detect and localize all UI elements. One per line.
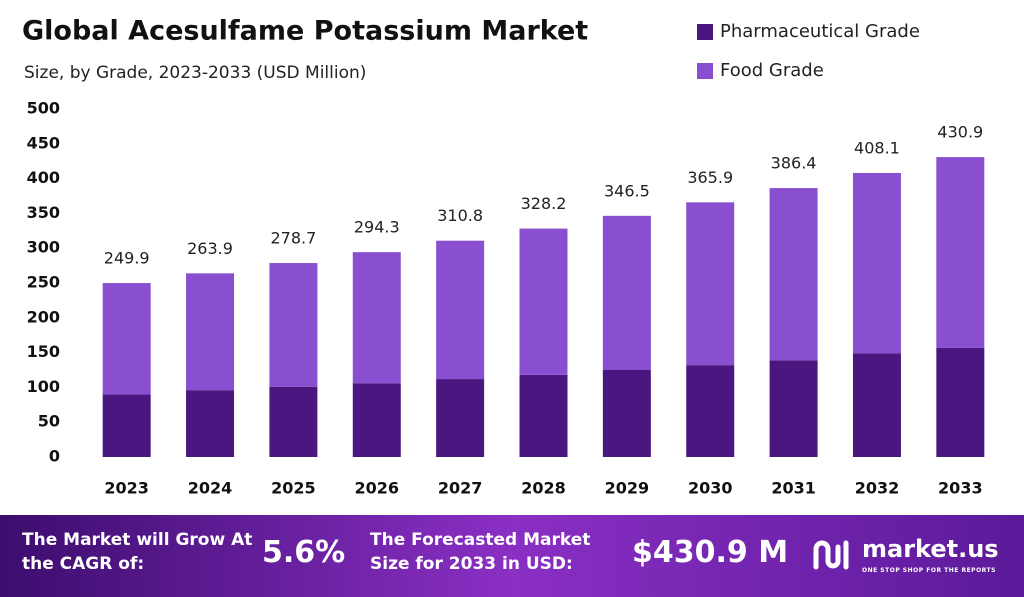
bar — [602, 370, 651, 457]
x-tick-label: 2026 — [355, 479, 400, 498]
bar — [602, 215, 651, 370]
y-tick-label: 250 — [27, 273, 60, 292]
y-tick-label: 200 — [27, 307, 60, 326]
logo — [813, 540, 849, 570]
total-label: 386.4 — [771, 154, 817, 173]
chart-subtitle: Size, by Grade, 2023-2033 (USD Million) — [24, 63, 366, 83]
x-tick-label: 2023 — [104, 479, 149, 498]
x-tick-label: 2025 — [271, 479, 316, 498]
bar — [436, 240, 485, 380]
bar — [519, 228, 568, 375]
forecast-value: $430.9 M — [632, 535, 789, 570]
x-tick-label: 2031 — [771, 479, 816, 498]
total-label: 278.7 — [271, 229, 317, 248]
legend-label: Food Grade — [720, 60, 824, 81]
x-tick-label: 2029 — [605, 479, 650, 498]
total-label: 310.8 — [437, 206, 483, 225]
x-tick-label: 2032 — [855, 479, 900, 498]
y-tick-label: 350 — [27, 203, 60, 222]
bar — [436, 379, 485, 457]
tagline: ONE STOP SHOP FOR THE REPORTS — [862, 567, 996, 574]
total-label: 328.2 — [521, 194, 567, 213]
total-label: 346.5 — [604, 181, 650, 200]
forecast-text: The Forecasted Market Size for 2033 in U… — [370, 530, 591, 574]
y-tick-label: 0 — [49, 447, 60, 466]
bar — [186, 273, 235, 391]
bar — [352, 252, 401, 384]
total-label: 365.9 — [687, 168, 733, 187]
total-label: 294.3 — [354, 218, 400, 237]
bar — [686, 365, 735, 457]
y-tick-label: 50 — [38, 412, 60, 431]
total-label: 249.9 — [104, 249, 150, 268]
bar — [519, 374, 568, 457]
y-tick-label: 300 — [27, 238, 60, 257]
y-tick-label: 500 — [27, 99, 60, 118]
bar — [936, 157, 985, 348]
chart-title: Global Acesulfame Potassium Market — [22, 16, 588, 47]
cagr-value: 5.6% — [262, 535, 346, 570]
x-tick-label: 2028 — [521, 479, 566, 498]
bar — [686, 202, 735, 366]
bar — [102, 283, 151, 395]
bar — [852, 172, 901, 354]
brand: market.us — [862, 535, 999, 563]
bar — [269, 386, 318, 457]
y-tick-label: 100 — [27, 377, 60, 396]
total-label: 408.1 — [854, 138, 900, 157]
x-tick-label: 2024 — [188, 479, 233, 498]
bar — [269, 263, 318, 387]
bar — [102, 394, 151, 457]
bar — [352, 383, 401, 457]
total-label: 430.9 — [937, 123, 983, 142]
y-tick-label: 450 — [27, 133, 60, 152]
legend-swatch — [697, 63, 713, 79]
y-tick-label: 400 — [27, 168, 60, 187]
bar — [852, 353, 901, 457]
x-tick-label: 2027 — [438, 479, 483, 498]
footer: The Market will Grow At the CAGR of: 5.6… — [0, 515, 1024, 597]
legend-swatch — [697, 24, 713, 40]
cagr-text: The Market will Grow At the CAGR of: — [22, 530, 253, 574]
bar — [769, 188, 818, 361]
bar — [186, 390, 235, 457]
bar — [769, 360, 818, 457]
bar — [936, 347, 985, 457]
legend-label: Pharmaceutical Grade — [720, 21, 920, 42]
y-tick-label: 150 — [27, 342, 60, 361]
total-label: 263.9 — [187, 239, 233, 258]
chart: Global Acesulfame Potassium Market Size,… — [22, 16, 985, 498]
x-tick-label: 2030 — [688, 479, 733, 498]
x-tick-label: 2033 — [938, 479, 983, 498]
